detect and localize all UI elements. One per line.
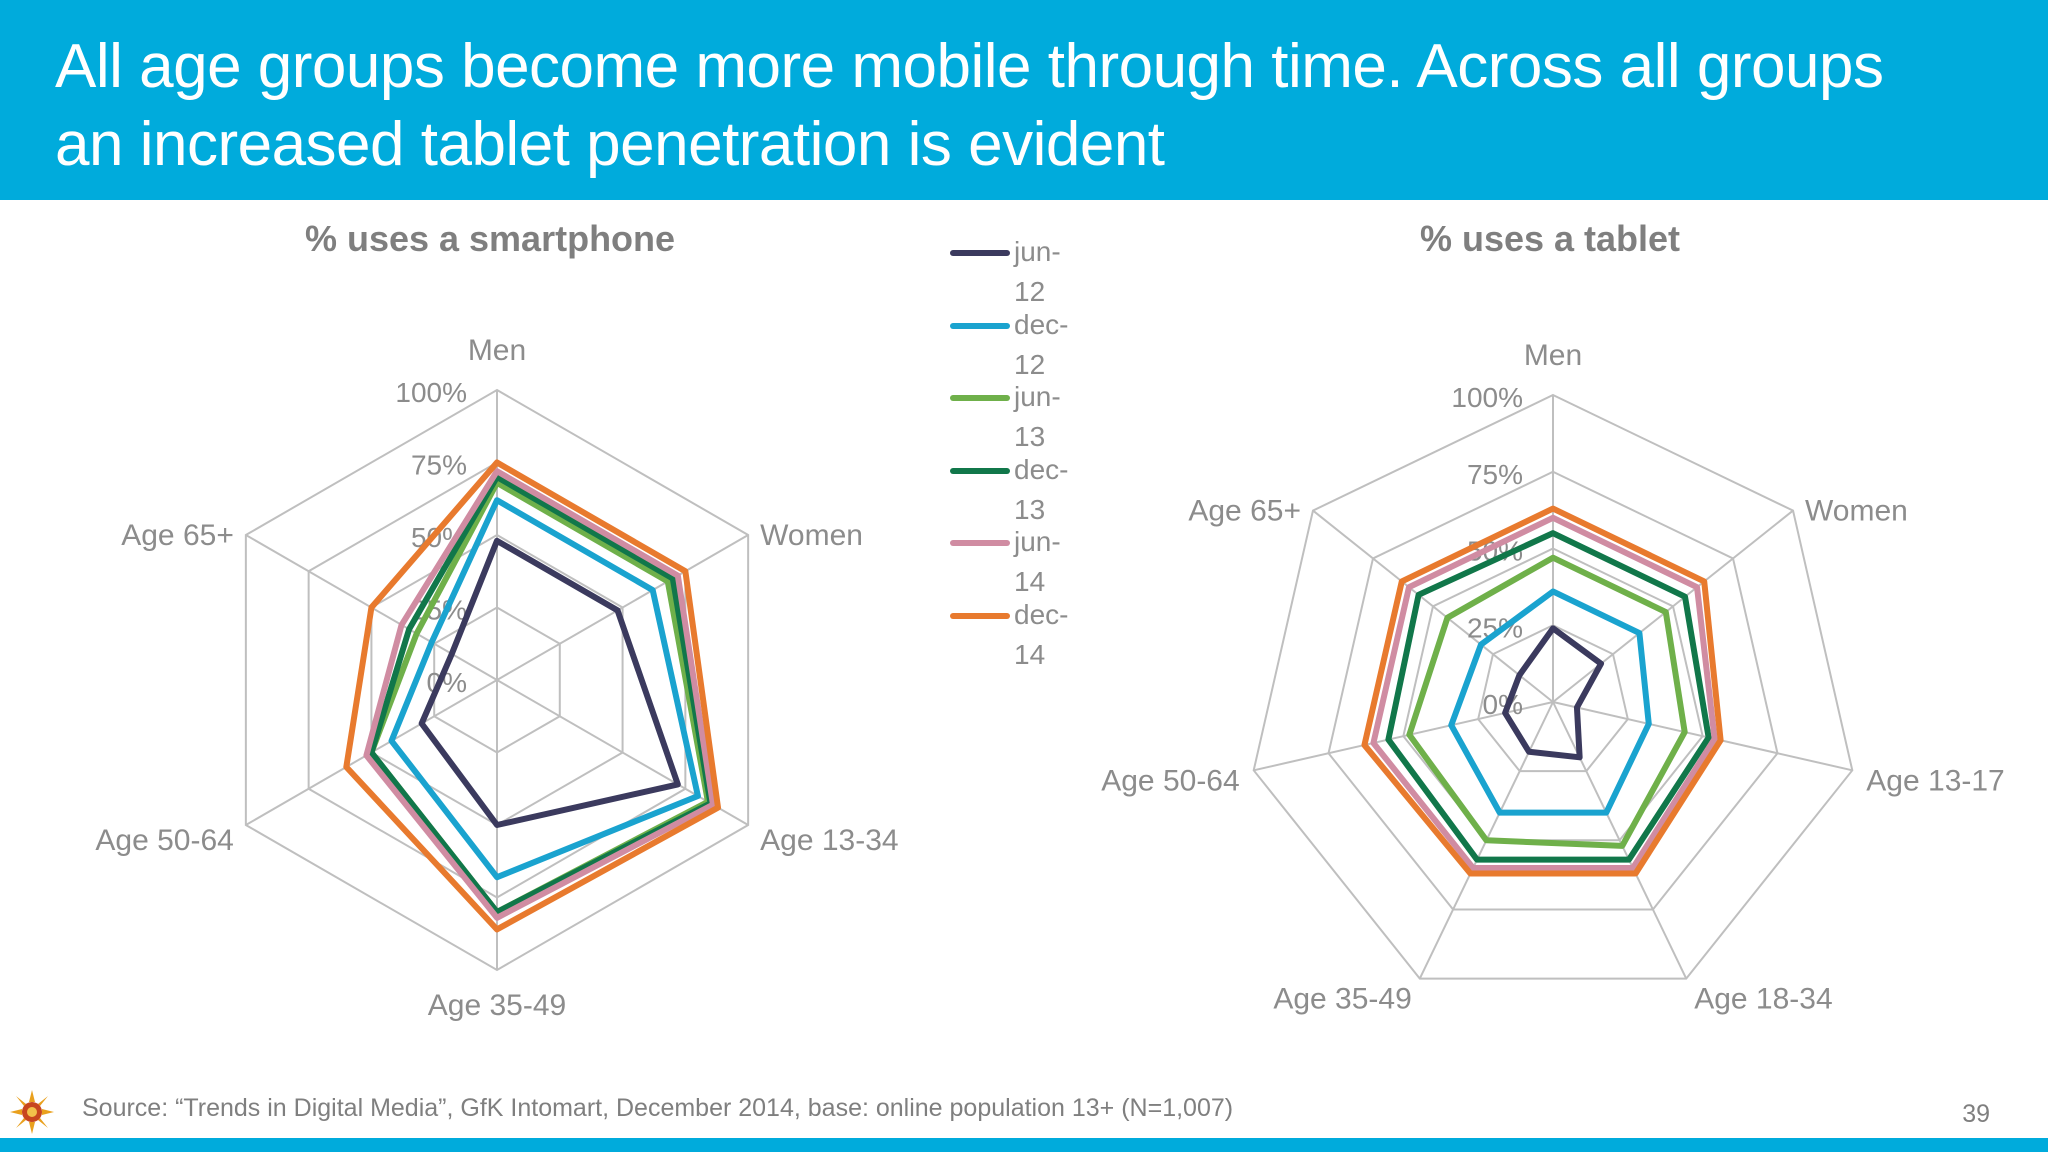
series-line-dec-12 (1448, 588, 1652, 816)
legend-label: jun-13 (1014, 381, 1061, 452)
legend-swatch (950, 322, 1010, 329)
series-line-jun-12 (418, 537, 681, 828)
series-line-jun-14 (363, 468, 716, 921)
axis-label: Age 50-64 (95, 824, 233, 857)
header-bar: All age groups become more mobile throug… (0, 0, 2048, 200)
axis-label: Age 13-17 (1866, 764, 2004, 797)
legend-swatch (950, 612, 1010, 619)
sun-logo-icon (10, 1090, 54, 1134)
axis-label: Age 13-34 (760, 824, 898, 857)
axis-label: Age 35-49 (428, 989, 566, 1022)
grid-spoke (496, 534, 749, 681)
series-line-dec-12 (388, 497, 701, 881)
series-line-dec-14 (1361, 505, 1724, 877)
series-line-dec-14 (343, 459, 722, 933)
series-line-jun-12 (1502, 625, 1605, 761)
grid-ring (1477, 624, 1629, 773)
grid-ring (1252, 393, 1854, 980)
legend-label: jun-14 (1014, 526, 1061, 597)
series-line-jun-14 (1370, 514, 1718, 871)
axis-label: Age 65+ (121, 519, 234, 552)
legend-swatch (950, 540, 1010, 546)
axis-label: Age 65+ (1188, 495, 1301, 528)
source-note: Source: “Trends in Digital Media”, GfK I… (82, 1094, 1234, 1122)
grid-spoke (1312, 509, 1554, 703)
axis-label: Age 50-64 (1101, 764, 1239, 797)
grid-spoke (1552, 701, 1853, 772)
footer-bar (0, 1138, 2048, 1152)
grid-spoke (1552, 701, 1688, 980)
tick-label: 100% (1451, 382, 1523, 413)
legend-label: dec-12 (1014, 308, 1069, 380)
page-number: 39 (1962, 1100, 1990, 1128)
tablet-chart-title: % uses a tablet (1419, 218, 1681, 259)
axis-label: Age 18-34 (1694, 983, 1832, 1016)
legend-label: dec-13 (1014, 453, 1069, 525)
grid-ring (1327, 470, 1779, 911)
tick-label: 75% (1467, 459, 1523, 490)
legend-label: jun-12 (1014, 236, 1061, 307)
legend-swatch (950, 250, 1010, 256)
legend-swatch (950, 467, 1010, 474)
axis-label: Women (1805, 495, 1908, 528)
legend-label: dec-14 (1014, 598, 1069, 670)
series-line-dec-13 (1385, 530, 1712, 863)
page-title: All age groups become more mobile throug… (55, 32, 1884, 179)
axis-label: Women (760, 519, 863, 552)
axis-label: Men (1524, 339, 1582, 372)
smartphone-chart-title: % uses a smartphone (304, 218, 676, 259)
axis-label: Age 35-49 (1273, 983, 1411, 1016)
series-line-dec-13 (368, 474, 714, 915)
legend-swatch (950, 395, 1010, 401)
tick-label: 100% (395, 377, 467, 408)
grid-spoke (1552, 509, 1794, 703)
axis-label: Men (468, 334, 526, 367)
series-line-jun-13 (1406, 554, 1688, 849)
tick-label: 0% (1483, 689, 1523, 720)
tick-label: 75% (411, 450, 467, 481)
